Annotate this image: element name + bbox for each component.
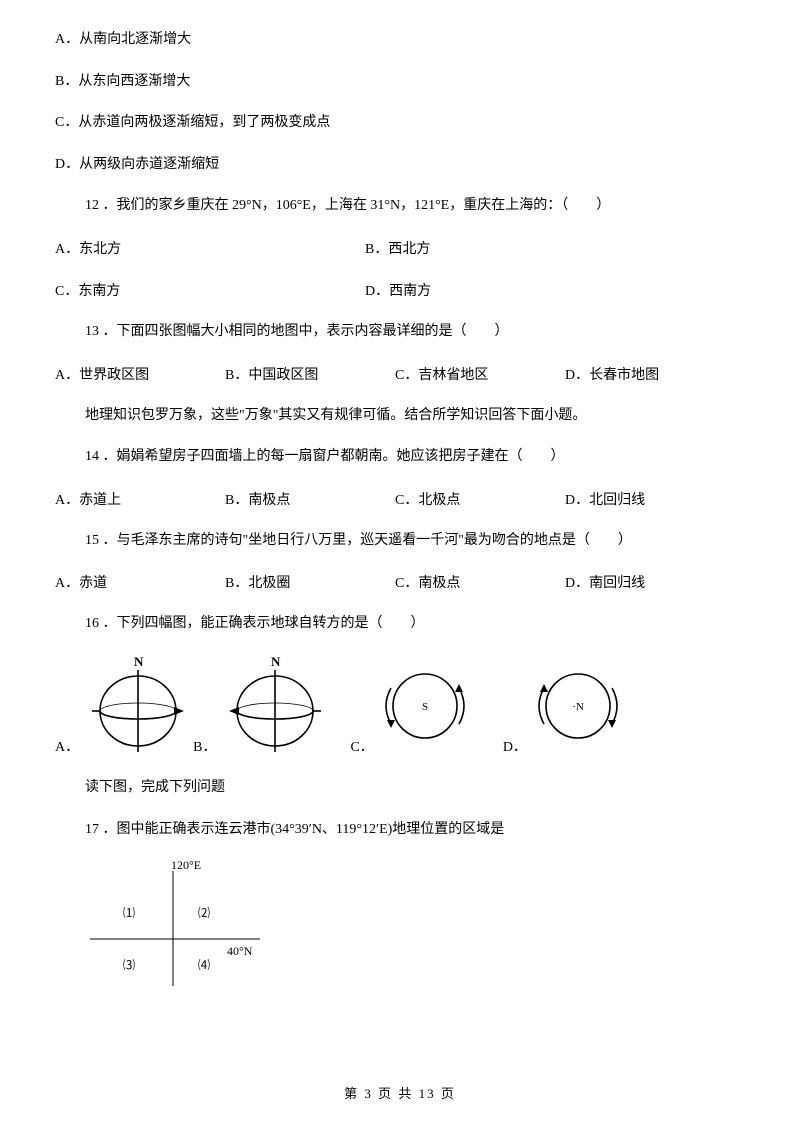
q16-diagram-b: B． NS	[193, 656, 330, 756]
svg-text:·N: ·N	[572, 701, 584, 713]
q15-c: C．南极点	[395, 572, 565, 592]
polar-c-icon: S	[378, 656, 473, 756]
svg-text:S: S	[134, 754, 141, 756]
q15-options: A．赤道 B．北极圈 C．南极点 D．南回归线	[55, 572, 745, 592]
option-b: B．从东向西逐渐增大	[55, 72, 745, 92]
q14-stem: 14 ．娟娟希望房子四面墙上的每一扇窗户都朝南。她应该把房子建在（ ）	[55, 447, 745, 467]
svg-text:⑶: ⑶	[123, 958, 135, 972]
q15-d: D．南回归线	[565, 572, 735, 592]
q14-a: A．赤道上	[55, 489, 225, 509]
polar-d-icon: ·N	[531, 656, 626, 756]
q16-diagram-c: C． S	[350, 656, 472, 756]
svg-text:⑴: ⑴	[123, 906, 135, 920]
q15-stem: 15 ．与毛泽东主席的诗句"坐地日行八万里，巡天遥看一千河"最为吻合的地点是（ …	[55, 531, 745, 551]
q12-row1: A．东北方 B．西北方	[55, 238, 745, 258]
q16-label-d: D．	[503, 736, 527, 756]
q17-stem: 17 ．图中能正确表示连云港市(34°39′N、119°12′E)地理位置的区域…	[55, 820, 745, 840]
option-a: A．从南向北逐渐增大	[55, 30, 745, 50]
q15-b: B．北极圈	[225, 572, 395, 592]
q12-stem: 12 ．我们的家乡重庆在 29°N，106°E，上海在 31°N，121°E，重…	[55, 196, 745, 216]
svg-text:⑵: ⑵	[198, 906, 210, 920]
q13-options: A．世界政区图 B．中国政区图 C．吉林省地区 D．长春市地图	[55, 364, 745, 384]
q16-label-c: C．	[350, 736, 373, 756]
q12-d: D．西南方	[365, 280, 745, 300]
globe-b-icon: NS	[220, 656, 330, 756]
option-c: C．从赤道向两极逐渐缩短，到了两极变成点	[55, 113, 745, 133]
q13-a: A．世界政区图	[55, 364, 225, 384]
q13-c: C．吉林省地区	[395, 364, 565, 384]
q12-a: A．东北方	[55, 238, 365, 258]
q15-a: A．赤道	[55, 572, 225, 592]
q17-diagram: 120°E 40°N ⑴ ⑵ ⑶ ⑷	[85, 861, 745, 991]
passage-2: 读下图，完成下列问题	[55, 778, 745, 798]
q13-stem: 13 ．下面四张图幅大小相同的地图中，表示内容最详细的是（ ）	[55, 322, 745, 342]
q13-b: B．中国政区图	[225, 364, 395, 384]
svg-text:120°E: 120°E	[171, 861, 201, 872]
q16-stem: 16 ．下列四幅图，能正确表示地球自转方的是（ ）	[55, 614, 745, 634]
q14-c: C．北极点	[395, 489, 565, 509]
svg-text:⑷: ⑷	[198, 958, 210, 972]
page-footer: 第 3 页 共 13 页	[0, 1083, 800, 1102]
globe-a-icon: NS	[83, 656, 193, 756]
q16-diagrams: A． NS B． NS C． S D． ·N	[55, 656, 745, 756]
svg-text:S: S	[271, 754, 278, 756]
option-d: D．从两级向赤道逐渐缩短	[55, 155, 745, 175]
q12-c: C．东南方	[55, 280, 365, 300]
svg-text:S: S	[422, 701, 428, 713]
q13-d: D．长春市地图	[565, 364, 735, 384]
q14-b: B．南极点	[225, 489, 395, 509]
q12-b: B．西北方	[365, 238, 745, 258]
passage-1: 地理知识包罗万象，这些"万象"其实又有规律可循。结合所学知识回答下面小题。	[55, 406, 745, 426]
q16-label-b: B．	[193, 736, 216, 756]
q14-d: D．北回归线	[565, 489, 735, 509]
q12-row2: C．东南方 D．西南方	[55, 280, 745, 300]
q16-diagram-a: A． NS	[55, 656, 193, 756]
svg-text:N: N	[134, 656, 144, 669]
svg-text:N: N	[271, 656, 281, 669]
q16-diagram-d: D． ·N	[503, 656, 626, 756]
q14-options: A．赤道上 B．南极点 C．北极点 D．北回归线	[55, 489, 745, 509]
cross-diagram-icon: 120°E 40°N ⑴ ⑵ ⑶ ⑷	[85, 861, 275, 991]
q16-label-a: A．	[55, 736, 79, 756]
svg-text:40°N: 40°N	[227, 944, 253, 958]
